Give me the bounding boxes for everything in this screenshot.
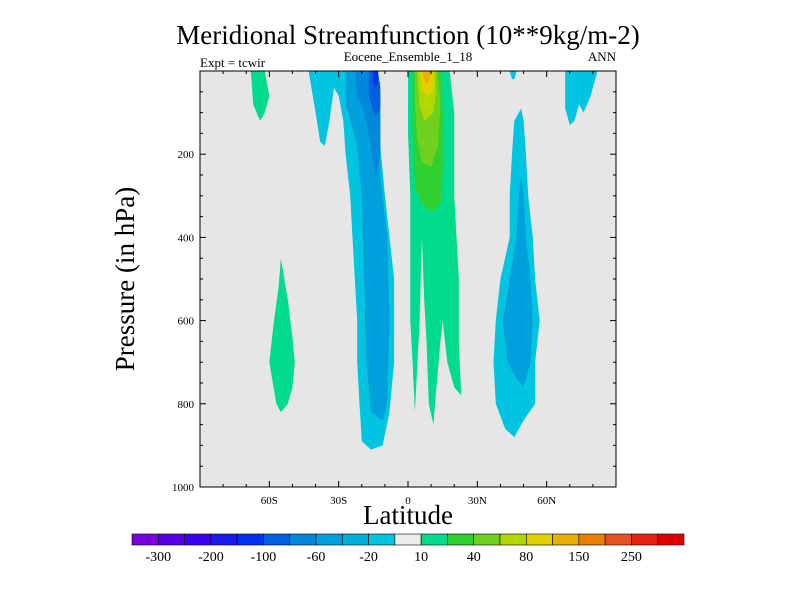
colorbar-label: 40 [467,550,481,565]
colorbar-box [236,533,264,546]
colorbar-box [263,533,291,546]
colorbar-box [368,533,396,546]
colorbar-box [525,533,553,546]
plot-background [200,71,616,487]
y-tick-label: 800 [178,399,195,411]
y-axis: 200 400 600 800 1000 [172,91,616,494]
contour-region-15 [250,71,270,121]
y-tick-label: 1000 [172,482,195,494]
y-axis-title: Pressure (in hPa) [110,187,140,371]
colorbar-box [157,533,185,546]
season-label: ANN [588,49,617,64]
colorbar: -300 -200 -100 -60 -20 10 40 80 150 250 [131,533,685,565]
contour-region-13 [502,175,533,388]
plot-area: 60S 30S 0 30N 60N 200 400 600 800 1000 [172,70,617,507]
contour-region-16 [565,71,598,126]
x-tick-label: 30N [468,495,487,507]
colorbar-label: 150 [568,550,589,565]
x-tick-label: 0 [405,495,411,507]
contour-region-17 [509,71,517,80]
contour-region-14 [269,258,295,413]
colorbar-label: 250 [621,550,642,565]
colorbar-box [394,533,422,546]
colorbar-box [499,533,527,546]
colorbar-box [657,533,685,546]
colorbar-box [315,533,343,546]
experiment-label: Expt = tcwir [200,55,266,70]
x-axis-title: Latitude [363,500,453,530]
colorbar-box [604,533,632,546]
contour-fills [250,71,598,450]
contour-region-5 [373,71,378,88]
y-tick-label: 600 [178,316,195,328]
colorbar-box [341,533,369,546]
colorbar-box [131,533,159,546]
colorbar-box [473,533,501,546]
colorbar-label: -20 [359,550,378,565]
colorbar-box [420,533,448,546]
colorbar-box [631,533,659,546]
chart-title: Meridional Streamfunction (10**9kg/m-2) [176,20,639,50]
colorbar-box [552,533,580,546]
x-tick-label: 60S [261,495,278,507]
colorbar-box [289,533,317,546]
contour-region-11 [421,71,432,84]
y-tick-label: 400 [178,232,195,244]
colorbar-label: 10 [414,550,428,565]
x-tick-label: 30S [330,495,347,507]
colorbar-label: -300 [145,550,171,565]
y-tick-label: 200 [178,149,195,161]
colorbar-box [210,533,238,546]
x-axis: 60S 30S 0 30N 60N [222,71,594,507]
x-tick-label: 60N [537,495,556,507]
ensemble-label: Eocene_Ensemble_1_18 [344,49,473,64]
colorbar-box [578,533,606,546]
colorbar-box [447,533,475,546]
colorbar-label: -100 [251,550,277,565]
colorbar-label: -200 [198,550,224,565]
colorbar-box [184,533,212,546]
colorbar-label: -60 [307,550,326,565]
colorbar-label: 80 [519,550,533,565]
